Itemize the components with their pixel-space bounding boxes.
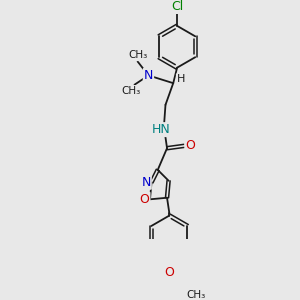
- Text: CH₃: CH₃: [121, 86, 140, 96]
- Text: O: O: [185, 140, 195, 152]
- Text: H: H: [177, 74, 185, 84]
- Text: CH₃: CH₃: [128, 50, 147, 60]
- Text: CH₃: CH₃: [186, 290, 205, 300]
- Text: O: O: [164, 266, 174, 279]
- Text: HN: HN: [152, 123, 170, 136]
- Text: O: O: [140, 193, 149, 206]
- Text: N: N: [141, 176, 151, 189]
- Text: Cl: Cl: [172, 0, 184, 13]
- Text: N: N: [144, 69, 153, 82]
